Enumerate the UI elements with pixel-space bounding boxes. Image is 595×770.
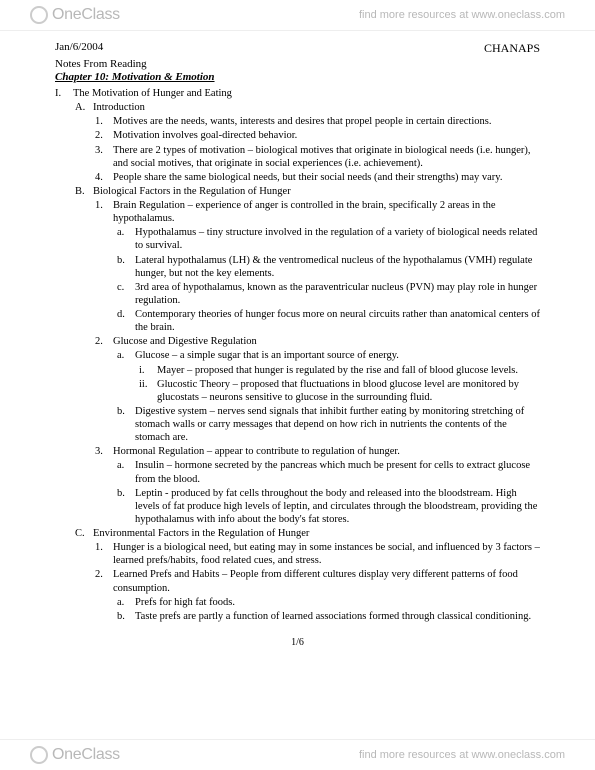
outline-marker: 1. [95,541,113,567]
outline-item: I.The Motivation of Hunger and Eating [55,87,540,100]
outline-marker: b. [117,254,135,280]
doc-date: Jan/6/2004 [55,41,103,56]
outline-item: a.Hypothalamus – tiny structure involved… [55,226,540,252]
outline-text: Prefs for high fat foods. [135,596,540,609]
document-page: Jan/6/2004 CHANAPS Notes From Reading Ch… [0,31,595,678]
outline-marker: a. [117,459,135,485]
brand-name-footer: OneClass [52,746,120,764]
outline-item: b.Taste prefs are partly a function of l… [55,610,540,623]
outline-marker: A. [75,101,93,114]
outline-item: a.Prefs for high fat foods. [55,596,540,609]
outline-text: Hypothalamus – tiny structure involved i… [135,226,540,252]
outline-marker: 4. [95,171,113,184]
outline-item: b.Leptin - produced by fat cells through… [55,487,540,526]
watermark-tagline-footer: find more resources at www.oneclass.com [359,749,565,761]
outline-item: c.3rd area of hypothalamus, known as the… [55,281,540,307]
outline-item: 3.Hormonal Regulation – appear to contri… [55,445,540,458]
outline-text: Taste prefs are partly a function of lea… [135,610,540,623]
outline-text: Environmental Factors in the Regulation … [93,527,540,540]
outline-text: Hunger is a biological need, but eating … [113,541,540,567]
outline-text: Leptin - produced by fat cells throughou… [135,487,540,526]
outline-marker: 2. [95,568,113,594]
outline-item: A.Introduction [55,101,540,114]
outline-marker: b. [117,405,135,444]
outline-marker: a. [117,349,135,362]
watermark-tagline: find more resources at www.oneclass.com [359,9,565,21]
outline-text: Glucose – a simple sugar that is an impo… [135,349,540,362]
outline-marker: C. [75,527,93,540]
outline-text: Insulin – hormone secreted by the pancre… [135,459,540,485]
brand-name: OneClass [52,6,120,24]
outline-item: 2.Learned Prefs and Habits – People from… [55,568,540,594]
outline-text: Biological Factors in the Regulation of … [93,185,540,198]
outline-marker: 3. [95,144,113,170]
chapter-title: Chapter 10: Motivation & Emotion [55,71,540,83]
course-code: CHANAPS [484,41,540,56]
outline-item: 4.People share the same biological needs… [55,171,540,184]
outline-item: 2.Motivation involves goal-directed beha… [55,129,540,142]
outline-marker: b. [117,487,135,526]
outline-item: C.Environmental Factors in the Regulatio… [55,527,540,540]
outline-marker: 2. [95,129,113,142]
outline-item: ii.Glucostic Theory – proposed that fluc… [55,378,540,404]
watermark-top: OneClass find more resources at www.onec… [0,0,595,31]
outline-marker: a. [117,226,135,252]
outline-marker: I. [55,87,73,100]
brand-logo-footer: OneClass [30,746,120,764]
outline-text: Mayer – proposed that hunger is regulate… [157,364,540,377]
outline-marker: c. [117,281,135,307]
outline-marker: d. [117,308,135,334]
outline-item: b.Digestive system – nerves send signals… [55,405,540,444]
outline-item: a.Glucose – a simple sugar that is an im… [55,349,540,362]
outline-marker: ii. [139,378,157,404]
logo-circle-icon [30,6,48,24]
outline-text: Introduction [93,101,540,114]
outline-text: Brain Regulation – experience of anger i… [113,199,540,225]
outline-item: 1.Brain Regulation – experience of anger… [55,199,540,225]
outline-item: d.Contemporary theories of hunger focus … [55,308,540,334]
outline-marker: i. [139,364,157,377]
brand-logo: OneClass [30,6,120,24]
outline-item: 1.Hunger is a biological need, but eatin… [55,541,540,567]
outline-marker: B. [75,185,93,198]
outline-text: Motives are the needs, wants, interests … [113,115,540,128]
doc-subtitle: Notes From Reading [55,58,540,70]
outline-marker: 2. [95,335,113,348]
outline-text: Glucose and Digestive Regulation [113,335,540,348]
outline-item: i.Mayer – proposed that hunger is regula… [55,364,540,377]
logo-circle-icon [30,746,48,764]
outline-text: Hormonal Regulation – appear to contribu… [113,445,540,458]
outline-item: 2.Glucose and Digestive Regulation [55,335,540,348]
outline-body: I.The Motivation of Hunger and EatingA.I… [55,87,540,623]
outline-text: Contemporary theories of hunger focus mo… [135,308,540,334]
watermark-bottom: OneClass find more resources at www.onec… [0,739,595,770]
page-number: 1/6 [55,637,540,648]
outline-marker: a. [117,596,135,609]
outline-text: The Motivation of Hunger and Eating [73,87,540,100]
outline-text: There are 2 types of motivation – biolog… [113,144,540,170]
outline-text: 3rd area of hypothalamus, known as the p… [135,281,540,307]
outline-item: 3.There are 2 types of motivation – biol… [55,144,540,170]
outline-marker: 1. [95,199,113,225]
outline-text: Glucostic Theory – proposed that fluctua… [157,378,540,404]
outline-text: People share the same biological needs, … [113,171,540,184]
outline-marker: 1. [95,115,113,128]
outline-text: Lateral hypothalamus (LH) & the ventrome… [135,254,540,280]
outline-marker: 3. [95,445,113,458]
outline-item: b.Lateral hypothalamus (LH) & the ventro… [55,254,540,280]
outline-item: B.Biological Factors in the Regulation o… [55,185,540,198]
outline-marker: b. [117,610,135,623]
outline-text: Digestive system – nerves send signals t… [135,405,540,444]
outline-text: Motivation involves goal-directed behavi… [113,129,540,142]
outline-item: a.Insulin – hormone secreted by the panc… [55,459,540,485]
outline-item: 1.Motives are the needs, wants, interest… [55,115,540,128]
outline-text: Learned Prefs and Habits – People from d… [113,568,540,594]
